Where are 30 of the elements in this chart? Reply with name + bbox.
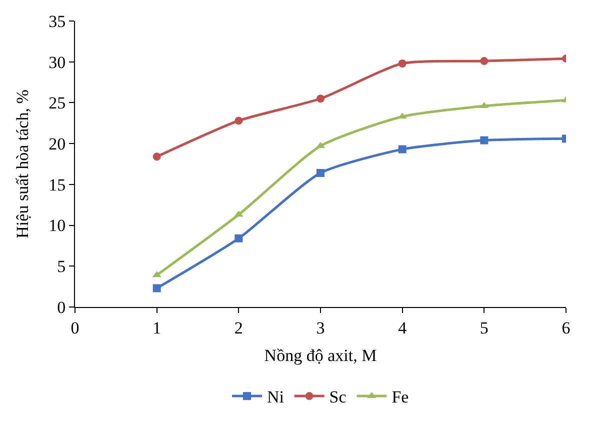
point — [316, 94, 324, 103]
y-tick-label: 15 — [48, 175, 66, 194]
legend-label: Ni — [267, 388, 284, 407]
point — [398, 59, 406, 68]
y-tick-label: 0 — [57, 298, 66, 317]
x-tick-label: 2 — [234, 318, 243, 338]
point — [480, 136, 488, 144]
y-tick-label: 30 — [48, 52, 66, 72]
y-tick-label: 20 — [48, 134, 66, 154]
x-tick-label: 0 — [70, 318, 80, 338]
point — [152, 284, 161, 292]
x-tick-label: 3 — [316, 318, 325, 338]
legend-label: Sc — [329, 388, 347, 407]
point — [234, 116, 243, 125]
y-tick-label: 10 — [48, 216, 66, 236]
point — [398, 145, 406, 154]
x-tick-label: 5 — [480, 318, 488, 338]
point — [234, 234, 243, 242]
x-tick-label: 4 — [398, 318, 408, 338]
y-axis-title: Hiệu suất hòa tách, % — [13, 90, 32, 238]
point — [480, 57, 488, 66]
point — [316, 168, 324, 177]
y-tick-label: 35 — [48, 12, 66, 31]
point — [152, 152, 161, 161]
y-tick-label: 5 — [57, 257, 66, 276]
y-tick-label: 25 — [48, 94, 66, 113]
x-tick-label: 6 — [562, 318, 570, 338]
x-axis-title: Nồng độ axit, M — [264, 346, 377, 365]
legend-label: Fe — [392, 388, 409, 407]
x-tick-label: 1 — [152, 318, 162, 338]
